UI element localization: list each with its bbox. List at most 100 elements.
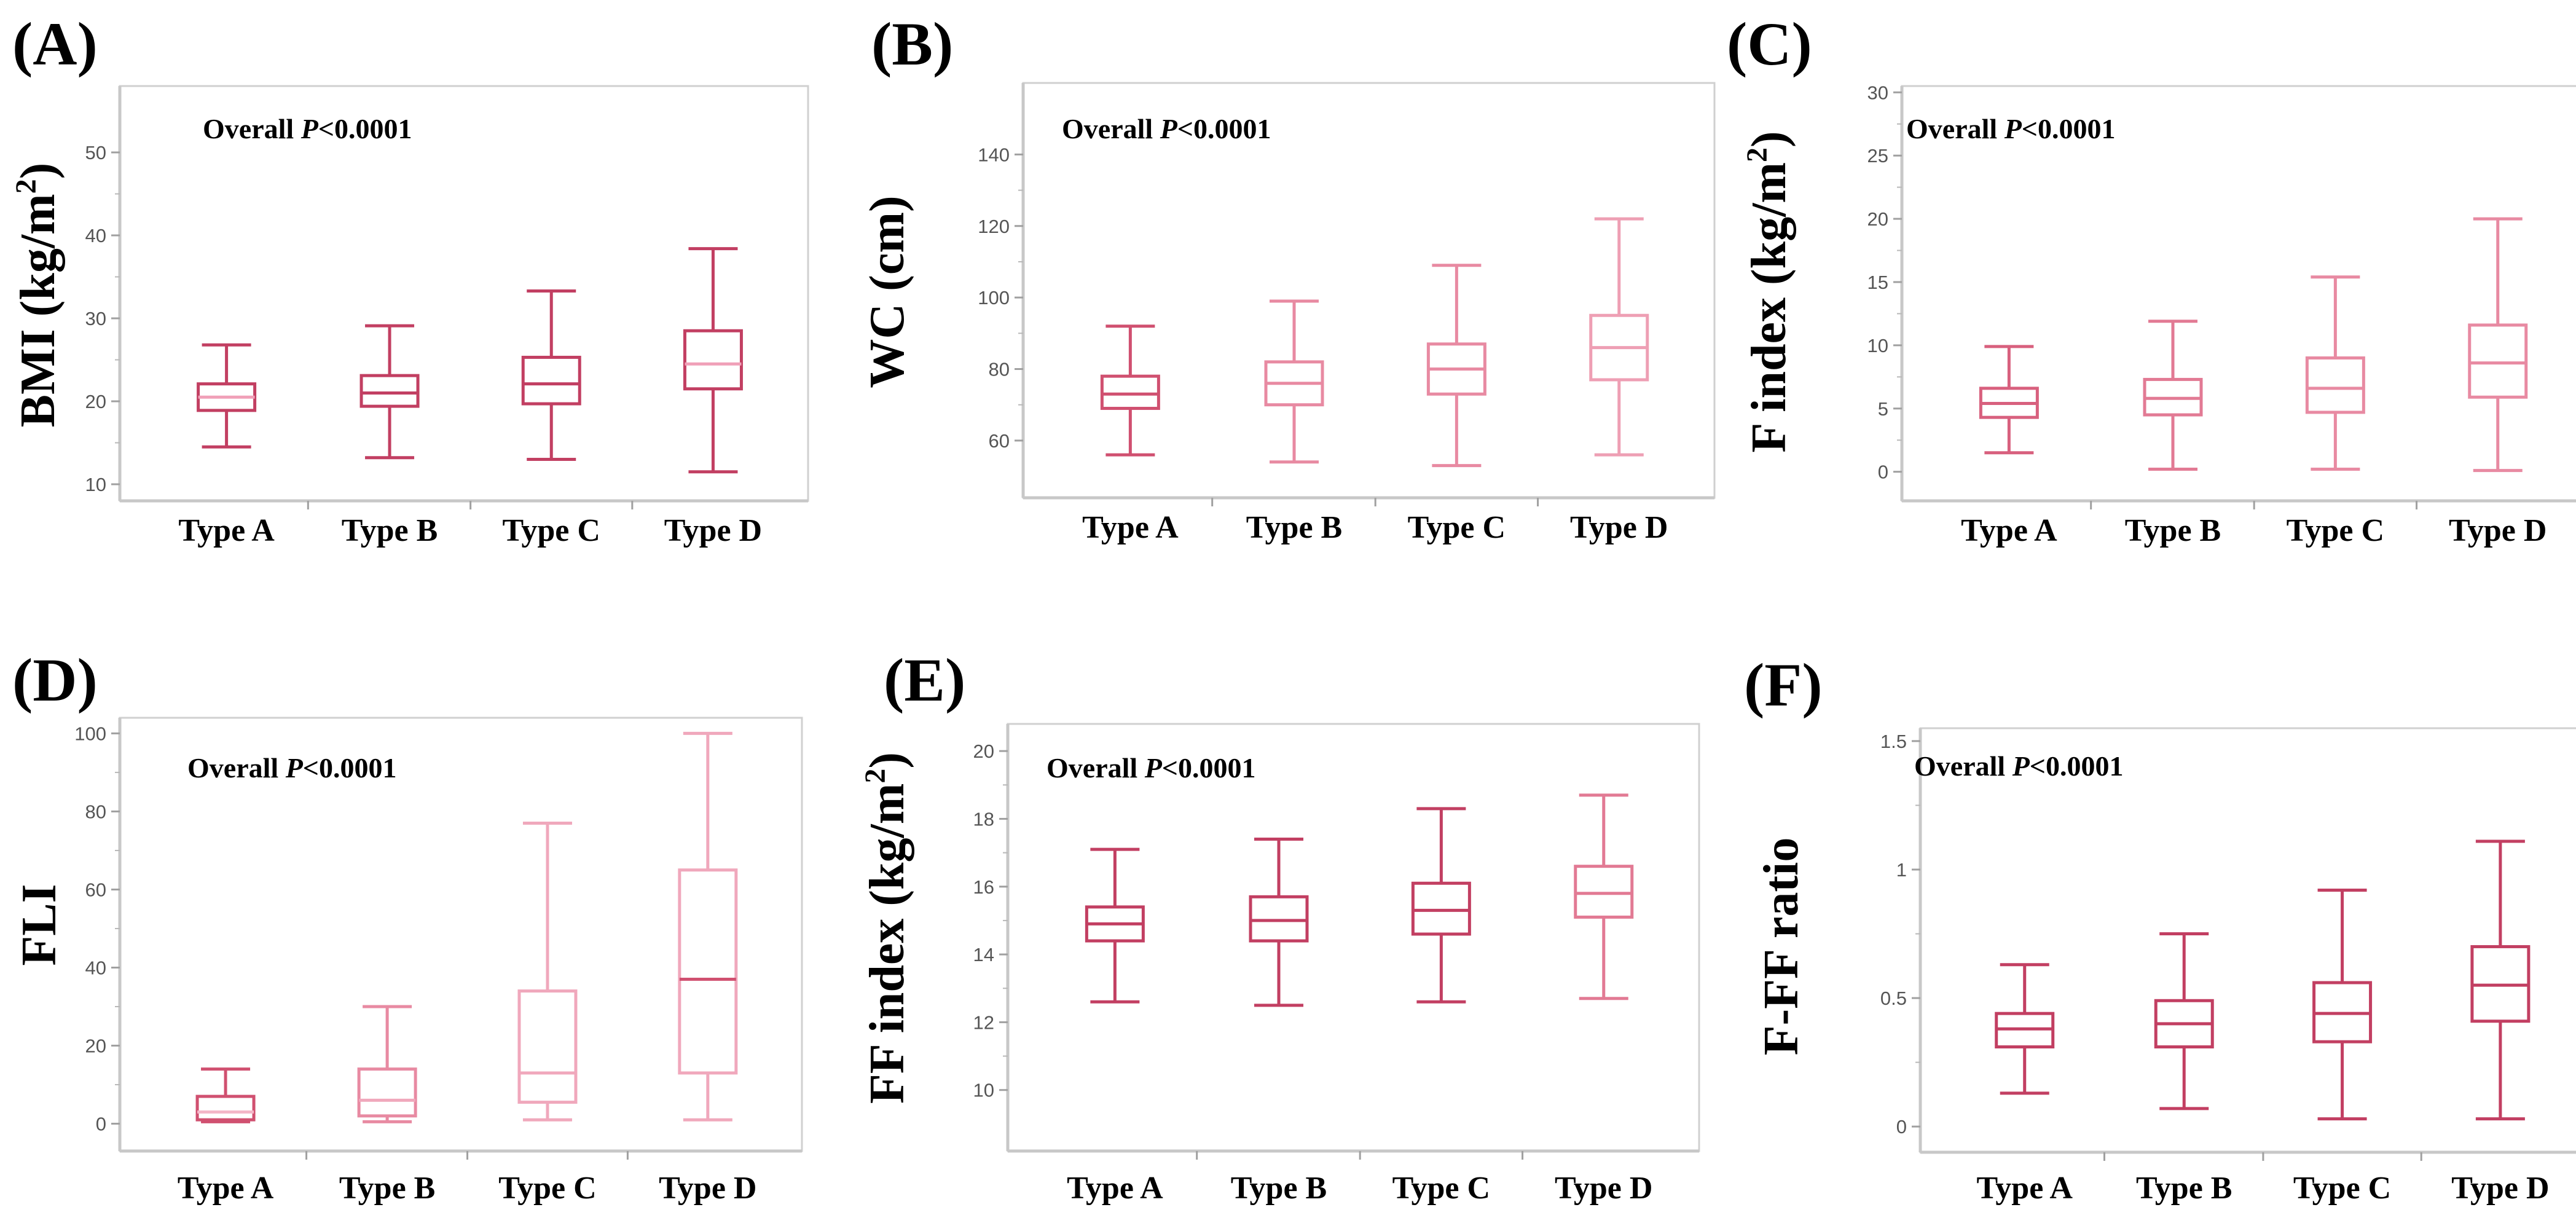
overall-p-annotation: Overall P<0.0001 <box>1046 752 1256 784</box>
box-type-c <box>1411 807 1471 1004</box>
iqr-box <box>357 1067 417 1118</box>
y-tick-label: 1.5 <box>1880 731 1907 752</box>
y-tick-label: 30 <box>1867 82 1888 103</box>
y-tick-label: 14 <box>973 944 994 965</box>
panel-label: (F) <box>1744 651 1823 719</box>
box-type-a <box>197 343 257 449</box>
plot-frame <box>1919 727 2576 1153</box>
plot-frame <box>1022 82 1716 499</box>
box-type-b <box>1264 299 1324 464</box>
panel-c: (C) 0 5 10 15 20 25 30 F index (kg/m2) Overall P<… <box>1727 10 2576 548</box>
y-tick-label: 30 <box>85 308 106 329</box>
y-tick-label: 120 <box>978 216 1010 237</box>
x-category-label: Type D <box>2451 1171 2549 1206</box>
iqr-box <box>2305 356 2365 414</box>
panel-d: (D) 0 20 40 60 80 100 FLI Overall P<0.0001 Type A… <box>12 646 803 1206</box>
x-category-label: Type A <box>1067 1171 1163 1206</box>
box-type-c <box>2312 888 2373 1121</box>
y-axis-title: WC (cm) <box>860 195 914 388</box>
panel-label: (B) <box>871 10 953 78</box>
box-type-a <box>1100 324 1160 457</box>
iqr-box <box>1100 374 1160 411</box>
y-tick-label: 20 <box>85 1035 106 1057</box>
y-tick-label: 80 <box>85 801 106 822</box>
y-axis-title: FLI <box>12 884 66 965</box>
iqr-box <box>195 1094 256 1122</box>
box-type-a <box>1085 847 1145 1004</box>
box-type-c <box>521 289 581 461</box>
iqr-box <box>521 355 581 406</box>
x-category-label: Type A <box>178 513 275 548</box>
iqr-box <box>1574 865 1634 919</box>
y-tick-label: 15 <box>1867 272 1888 293</box>
y-tick-label: 0 <box>96 1114 106 1135</box>
y-tick-label: 10 <box>1867 335 1888 356</box>
y-axis-title: F index (kg/m2) <box>1741 131 1796 452</box>
y-tick-label: 12 <box>973 1012 994 1033</box>
x-category-label: Type D <box>659 1171 756 1206</box>
panel-label: (C) <box>1727 10 1812 78</box>
iqr-box <box>1411 881 1471 936</box>
panel-b: (B) 60 80 100 120 140 WC (cm) Overall P<0.0001 T… <box>860 10 1716 545</box>
y-tick-label: 80 <box>989 359 1010 380</box>
panel-f: (F) 0 0.5 1 1.5 F-FF ratio Overall P<0.0001 Typ… <box>1744 651 2576 1206</box>
plot-frame <box>119 85 809 502</box>
x-category-label: Type A <box>1976 1171 2073 1206</box>
box-type-b <box>2143 320 2203 471</box>
y-tick-label: 50 <box>85 142 106 163</box>
x-category-label: Type C <box>503 513 600 548</box>
x-category-label: Type B <box>342 513 438 548</box>
x-category-label: Type A <box>178 1171 274 1206</box>
x-category-label: Type D <box>664 513 762 548</box>
iqr-box <box>2468 323 2528 399</box>
overall-p-annotation: Overall P<0.0001 <box>1914 750 2124 782</box>
y-tick-label: 0 <box>1878 462 1888 483</box>
box-type-d <box>1589 217 1649 457</box>
plot-frame <box>1901 85 2576 502</box>
y-tick-label: 100 <box>74 723 106 744</box>
y-tick-label: 20 <box>85 391 106 412</box>
panel-label: (E) <box>884 646 965 714</box>
box-type-d <box>678 731 738 1122</box>
x-category-label: Type B <box>2125 513 2221 548</box>
y-tick-label: 100 <box>978 287 1010 308</box>
x-category-label: Type B <box>2136 1171 2232 1206</box>
x-category-label: Type A <box>1082 510 1179 545</box>
y-tick-label: 18 <box>973 808 994 830</box>
y-tick-label: 20 <box>973 741 994 762</box>
x-category-label: Type C <box>2287 513 2384 548</box>
y-tick-label: 40 <box>85 957 106 978</box>
box-type-a <box>195 1067 256 1123</box>
panel-a: (A) 10 20 30 40 50 BMI (kg/m2) Overall P<0.0001… <box>10 10 809 548</box>
box-type-d <box>2470 839 2531 1121</box>
iqr-box <box>359 374 420 408</box>
box-type-b <box>359 324 420 460</box>
box-type-c <box>2305 275 2365 471</box>
x-category-label: Type C <box>498 1171 596 1206</box>
y-tick-label: 40 <box>85 225 106 246</box>
x-category-label: Type C <box>1392 1171 1490 1206</box>
x-category-label: Type B <box>1246 510 1343 545</box>
box-type-c <box>1426 264 1486 468</box>
x-category-label: Type C <box>2293 1171 2391 1206</box>
y-tick-label: 5 <box>1878 398 1888 420</box>
x-category-label: Type D <box>1555 1171 1652 1206</box>
x-category-label: Type B <box>339 1171 436 1206</box>
box-type-a <box>1979 345 2039 455</box>
overall-p-annotation: Overall P<0.0001 <box>1906 113 2116 144</box>
y-tick-label: 20 <box>1867 208 1888 230</box>
panel-label: (D) <box>12 646 98 714</box>
y-axis-title: BMI (kg/m2) <box>10 163 65 428</box>
overall-p-annotation: Overall P<0.0001 <box>187 752 397 784</box>
x-category-label: Type D <box>1570 510 1668 545</box>
y-tick-label: 140 <box>978 144 1010 165</box>
y-axis-title: FF index (kg/m2) <box>859 752 914 1104</box>
x-category-label: Type B <box>1231 1171 1327 1206</box>
y-axis-title: F-FF ratio <box>1754 838 1808 1056</box>
box-type-b <box>2154 932 2214 1110</box>
y-tick-label: 10 <box>973 1080 994 1101</box>
x-category-label: Type C <box>1408 510 1506 545</box>
box-type-d <box>2468 217 2528 473</box>
box-type-c <box>517 821 578 1122</box>
